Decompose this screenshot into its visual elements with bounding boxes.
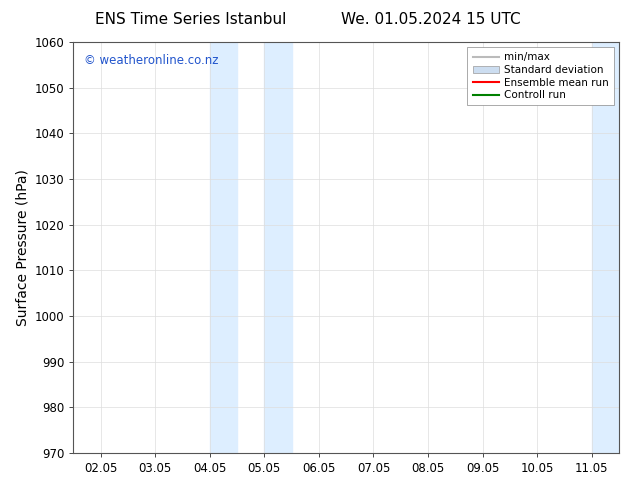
Bar (210, 42, 237, 453)
Bar (630, 42, 634, 453)
Text: We. 01.05.2024 15 UTC: We. 01.05.2024 15 UTC (341, 12, 521, 27)
Bar (592, 42, 619, 453)
Bar (264, 42, 292, 453)
Legend: min/max, Standard deviation, Ensemble mean run, Controll run: min/max, Standard deviation, Ensemble me… (467, 47, 614, 105)
Text: ENS Time Series Istanbul: ENS Time Series Istanbul (94, 12, 286, 27)
Y-axis label: Surface Pressure (hPa): Surface Pressure (hPa) (15, 169, 29, 326)
Text: © weatheronline.co.nz: © weatheronline.co.nz (84, 54, 219, 68)
